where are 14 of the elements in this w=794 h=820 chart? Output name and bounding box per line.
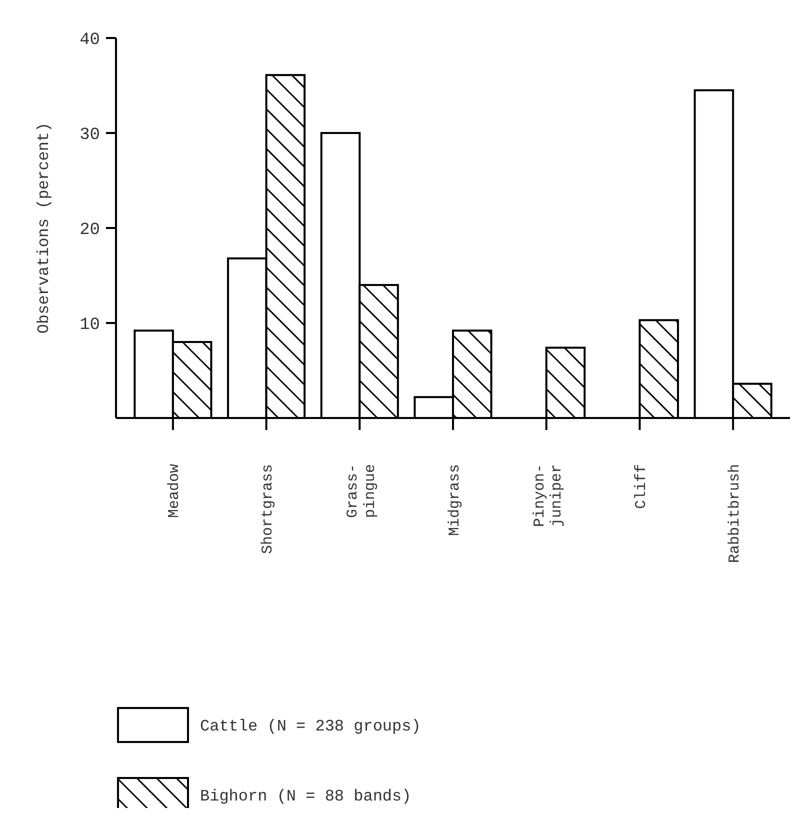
x-tick-label: Meadow <box>166 464 184 518</box>
x-tick-label: Grass-pingue <box>344 464 379 518</box>
y-tick-label: 20 <box>80 220 100 240</box>
y-tick-label: 40 <box>80 30 100 50</box>
y-axis-title: Observations (percent) <box>35 122 53 334</box>
x-tick-label: Pinyon-juniper <box>531 464 566 528</box>
legend-label: Bighorn (N = 88 bands) <box>200 788 412 806</box>
x-tick-label: Shortgrass <box>260 464 277 554</box>
y-tick-label: 30 <box>80 126 100 145</box>
x-tick-label: Rabbitbrush <box>726 464 744 564</box>
x-tick-label: Cliff <box>632 464 650 510</box>
legend-label: Cattle (N = 238 groups) <box>200 718 421 736</box>
y-tick-label: 10 <box>80 316 100 335</box>
x-tick-label: Midgrass <box>446 464 464 536</box>
